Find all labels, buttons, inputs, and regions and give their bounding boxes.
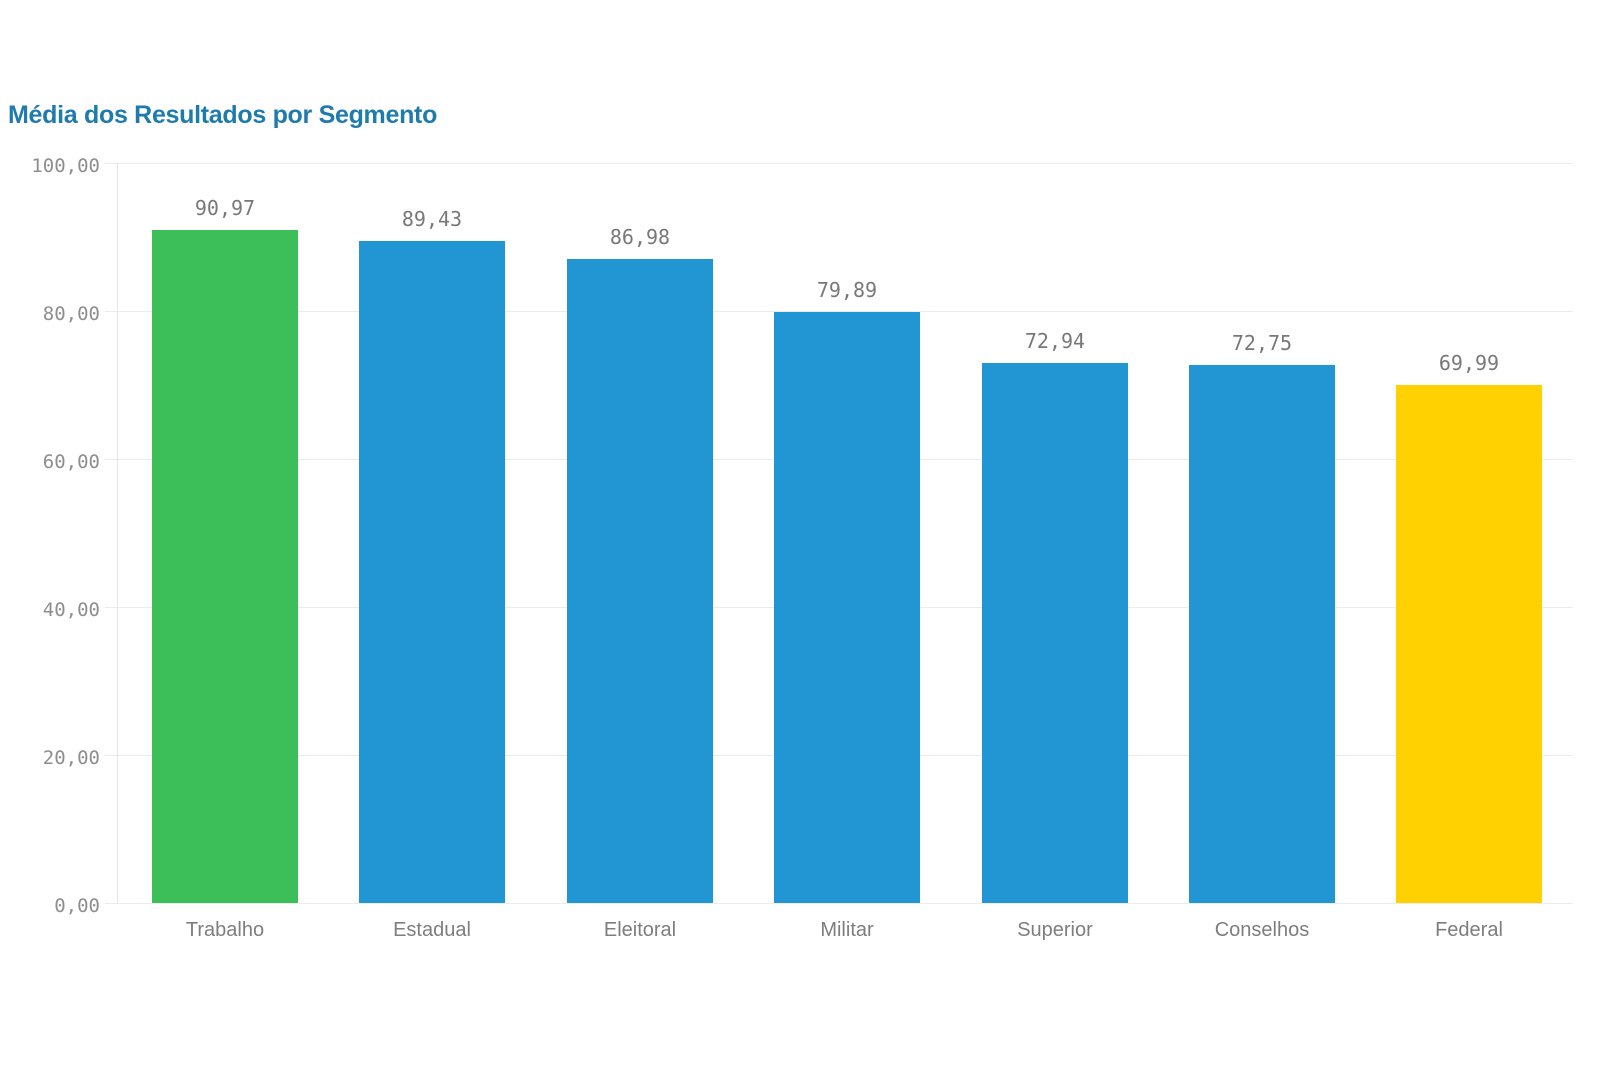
bar-value-label: 89,43: [401, 207, 463, 231]
x-axis-category-label: Superior: [1017, 919, 1093, 941]
bar-value-label: 90,97: [194, 196, 256, 220]
bar-militar[interactable]: [774, 312, 920, 903]
y-gridline-0,00: [105, 903, 1573, 904]
x-axis-category-label: Estadual: [393, 919, 471, 941]
y-axis-tick-label: 40,00: [42, 599, 100, 621]
bar-value-label: 72,94: [1024, 329, 1086, 353]
y-axis-tick-label: 80,00: [42, 303, 100, 325]
bar-eleitoral[interactable]: [567, 259, 713, 903]
bar-value-label: 79,89: [816, 278, 878, 302]
bar-trabalho[interactable]: [152, 230, 298, 903]
x-axis-category-label: Federal: [1435, 919, 1503, 941]
x-axis-category-label: Eleitoral: [603, 919, 677, 941]
x-axis-category-label: Conselhos: [1214, 919, 1310, 941]
bar-superior[interactable]: [982, 363, 1128, 903]
y-gridline-80,00: [105, 311, 1573, 312]
bar-value-label: 72,75: [1231, 331, 1293, 355]
y-axis-tick-label: 100,00: [31, 155, 100, 177]
bar-value-label: 86,98: [609, 225, 671, 249]
x-axis-category-label: Militar: [820, 919, 874, 941]
bar-conselhos[interactable]: [1189, 365, 1335, 903]
y-gridline-100,00: [105, 163, 1573, 164]
bar-value-label: 69,99: [1438, 351, 1500, 375]
y-axis-line: [117, 163, 118, 903]
y-axis-tick-label: 60,00: [42, 451, 100, 473]
bar-estadual[interactable]: [359, 241, 505, 903]
y-axis-tick-label: 20,00: [42, 747, 100, 769]
bar-federal[interactable]: [1396, 385, 1542, 903]
y-axis-tick-label: 0,00: [54, 895, 100, 917]
chart-title: Média dos Resultados por Segmento: [8, 101, 438, 129]
x-axis-category-label: Trabalho: [185, 919, 265, 941]
